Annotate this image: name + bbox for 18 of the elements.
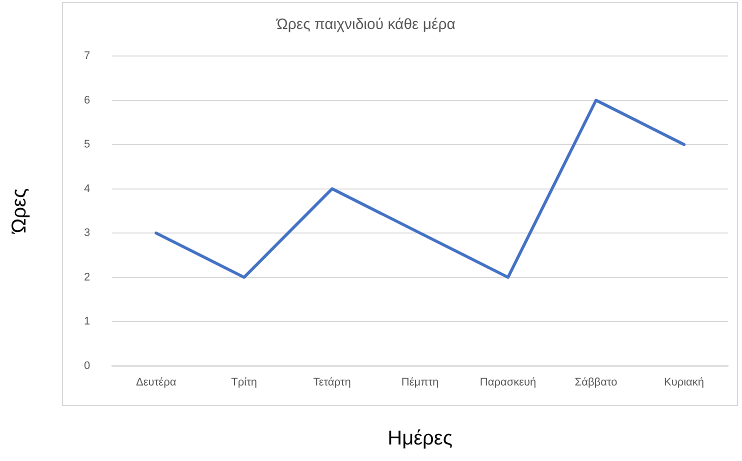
x-tick-label: Πέμπτη — [401, 376, 439, 388]
x-tick-label: Παρασκευή — [480, 376, 536, 388]
x-tick-label: Τετάρτη — [313, 376, 351, 388]
y-tick-label: 3 — [84, 227, 90, 240]
chart-title: Ώρες παιχνιδιού κάθε μέρα — [276, 16, 456, 34]
x-axis-title: Ημέρες — [388, 428, 453, 450]
y-tick-label: 5 — [84, 138, 90, 151]
y-tick-label: 6 — [84, 94, 90, 106]
y-tick-label: 1 — [84, 316, 90, 328]
y-tick-label: 0 — [84, 360, 90, 372]
x-tick-label: Δευτέρα — [136, 376, 177, 388]
x-tick-label: Τρίτη — [231, 376, 258, 388]
x-tick-label: Κυριακή — [664, 376, 704, 388]
y-tick-label: 2 — [84, 271, 90, 284]
x-tick-label: Σάββατο — [574, 376, 618, 388]
y-tick-label: 7 — [84, 50, 90, 62]
y-tick-label: 4 — [84, 182, 90, 195]
y-axis-title: Ώρες — [8, 188, 31, 234]
